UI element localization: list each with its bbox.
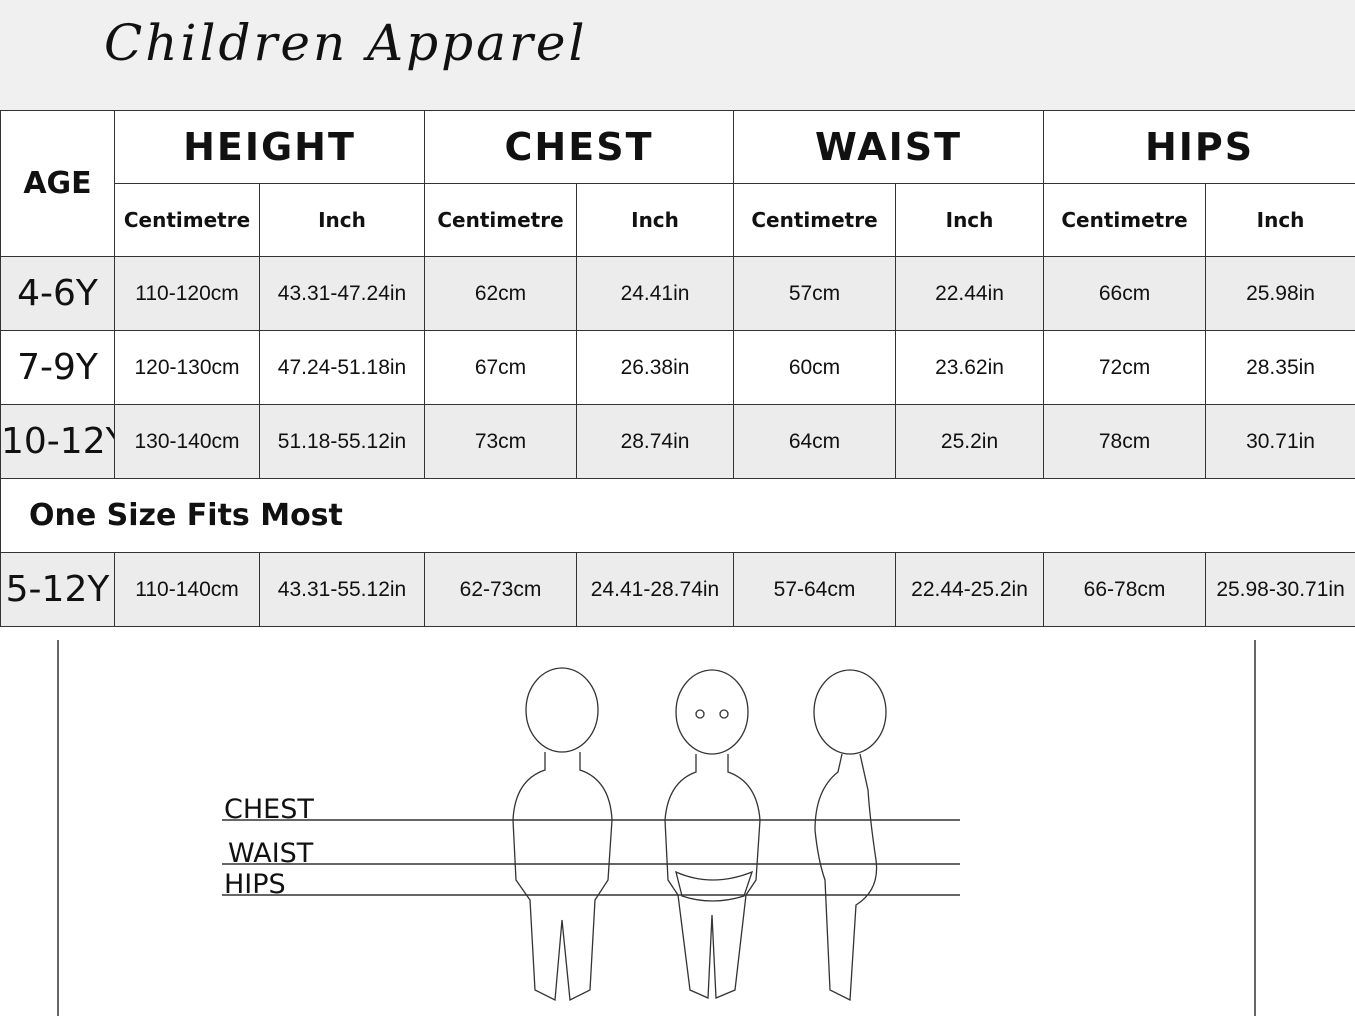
unit-header-inch: Inch — [258, 183, 426, 257]
unit-header-centimetre: Centimetre — [114, 183, 260, 257]
title-bar: Children Apparel — [0, 0, 1355, 110]
measurement-cell: 23.62in — [895, 330, 1045, 405]
chest-header: CHEST — [424, 110, 735, 184]
measurement-cell: 72cm — [1043, 330, 1207, 405]
measurement-cell: 62-73cm — [424, 552, 578, 627]
table-row: 7-9Y 120-130cm 47.24-51.18in 67cm 26.38in 60c… — [0, 330, 1355, 405]
measurement-cell: 43.31-47.24in — [258, 256, 426, 331]
unit-header-centimetre: Centimetre — [424, 183, 578, 257]
one-size-row: One Size Fits Most — [0, 478, 1355, 553]
table-row: 10-12Y130-140cm51.18-55.12in73cm28.74in6… — [0, 404, 1355, 479]
measurement-cell: 62cm — [424, 256, 578, 331]
measurement-cell: 43.31-55.12in — [258, 552, 426, 627]
measurement-cell: 66cm — [1043, 256, 1207, 331]
measurement-cell: 47.24-51.18in — [258, 330, 426, 405]
unit-header-inch: Inch — [1205, 183, 1355, 257]
measurement-cell: 66-78cm — [1043, 552, 1207, 627]
measurement-cell: 60cm — [733, 330, 897, 405]
measurement-cell: 24.41in — [576, 256, 735, 331]
table-row: 4-6Y 110-120cm 43.31-47.24in 62cm 24.41in 57c… — [0, 256, 1355, 331]
age-header: AGE — [0, 110, 115, 257]
measurement-cell: 110-120cm — [114, 256, 260, 331]
measurement-cell: 78cm — [1043, 404, 1207, 479]
measurement-cell: 26.38in — [576, 330, 735, 405]
measurement-cell: 64cm — [733, 404, 897, 479]
child-back-view — [512, 667, 613, 1002]
measurement-cell: 28.35in — [1205, 330, 1355, 405]
age-cell: 7-9Y — [0, 330, 115, 405]
measurement-cell: 30.71in — [1205, 404, 1355, 479]
measurement-cell: 110-140cm — [114, 552, 260, 627]
measurement-cell: 67cm — [424, 330, 578, 405]
unit-header-inch: Inch — [895, 183, 1045, 257]
measurement-cell: 25.98-30.71in — [1205, 552, 1355, 627]
measurement-cell: 51.18-55.12in — [258, 404, 426, 479]
measurement-cell: 28.74in — [576, 404, 735, 479]
measurement-cell: 24.41-28.74in — [576, 552, 735, 627]
measurement-diagram: CHEST WAIST HIPS — [57, 640, 1256, 1016]
unit-header-centimetre: Centimetre — [733, 183, 897, 257]
size-chart-table: AGE HEIGHT CHEST WAIST HIPS Centimetre In… — [0, 110, 1355, 627]
hips-header: HIPS — [1043, 110, 1355, 184]
unit-header-inch: Inch — [576, 183, 735, 257]
measurement-cell: 25.98in — [1205, 256, 1355, 331]
age-cell: 5-12Y — [0, 552, 115, 627]
measurement-cell: 25.2in — [895, 404, 1045, 479]
table-row: 5-12Y 110-140cm 43.31-55.12in 62-73cm 24.41-… — [0, 552, 1355, 627]
group-header-row: AGE HEIGHT CHEST WAIST HIPS — [0, 110, 1355, 257]
age-cell: 4-6Y — [0, 256, 115, 331]
waist-header: WAIST — [733, 110, 1045, 184]
measurement-cell: 22.44in — [895, 256, 1045, 331]
measurement-cell: 120-130cm — [114, 330, 260, 405]
child-side-view — [813, 669, 887, 1002]
unit-header-centimetre: Centimetre — [1043, 183, 1207, 257]
measurement-cell: 22.44-25.2in — [895, 552, 1045, 627]
child-front-view — [664, 669, 761, 999]
unit-header-row: Centimetre Inch Centimetre Inch Centimetre In… — [1, 183, 1355, 257]
measurement-cell: 57-64cm — [733, 552, 897, 627]
one-size-label: One Size Fits Most — [0, 478, 1355, 553]
measurement-cell: 130-140cm — [114, 404, 260, 479]
measurement-cell: 57cm — [733, 256, 897, 331]
measurement-cell: 73cm — [424, 404, 578, 479]
height-header: HEIGHT — [113, 110, 426, 184]
page-title: Children Apparel — [104, 14, 588, 72]
age-cell: 10-12Y — [0, 404, 115, 479]
